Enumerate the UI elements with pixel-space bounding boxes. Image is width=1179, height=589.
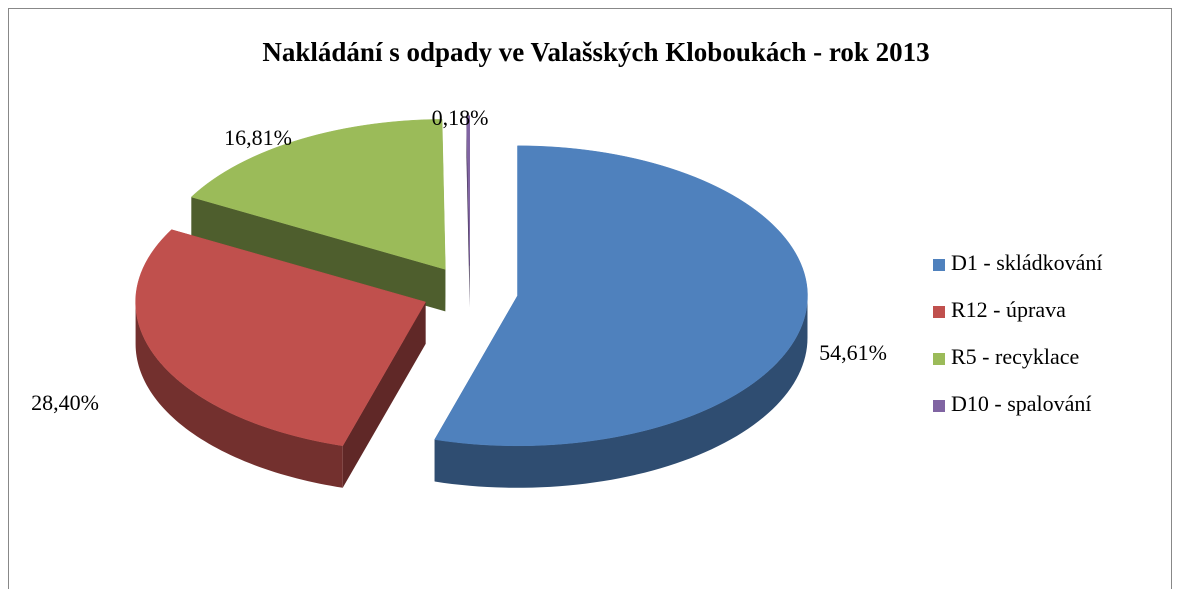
slice: [434, 145, 808, 488]
slice: [190, 119, 446, 270]
slice: [190, 119, 446, 312]
slice-side: [434, 295, 808, 488]
legend-label: R5 - recyklace: [951, 344, 1079, 369]
slice: [434, 145, 808, 447]
legend-label: R12 - úprava: [951, 297, 1066, 322]
slice: [135, 229, 426, 447]
legend-label: D1 - skládkování: [951, 250, 1103, 275]
legend-swatch: [933, 400, 945, 412]
slice: [466, 115, 470, 308]
legend-label: D10 - spalování: [951, 391, 1092, 416]
chart-title: Nakládání s odpady ve Valašských Klobouk…: [262, 37, 929, 67]
legend-swatch: [933, 353, 945, 365]
chart-border: [8, 8, 1172, 589]
data-label: 0,18%: [432, 105, 489, 130]
slice-side: [135, 302, 343, 488]
data-label: 16,81%: [224, 125, 292, 150]
slice: [135, 229, 426, 488]
data-label: 28,40%: [31, 390, 99, 415]
slice-side: [342, 302, 426, 488]
legend-swatch: [933, 259, 945, 271]
slice: [466, 115, 470, 266]
slice-side: [191, 197, 446, 312]
legend-swatch: [933, 306, 945, 318]
data-label: 54,61%: [819, 340, 887, 365]
